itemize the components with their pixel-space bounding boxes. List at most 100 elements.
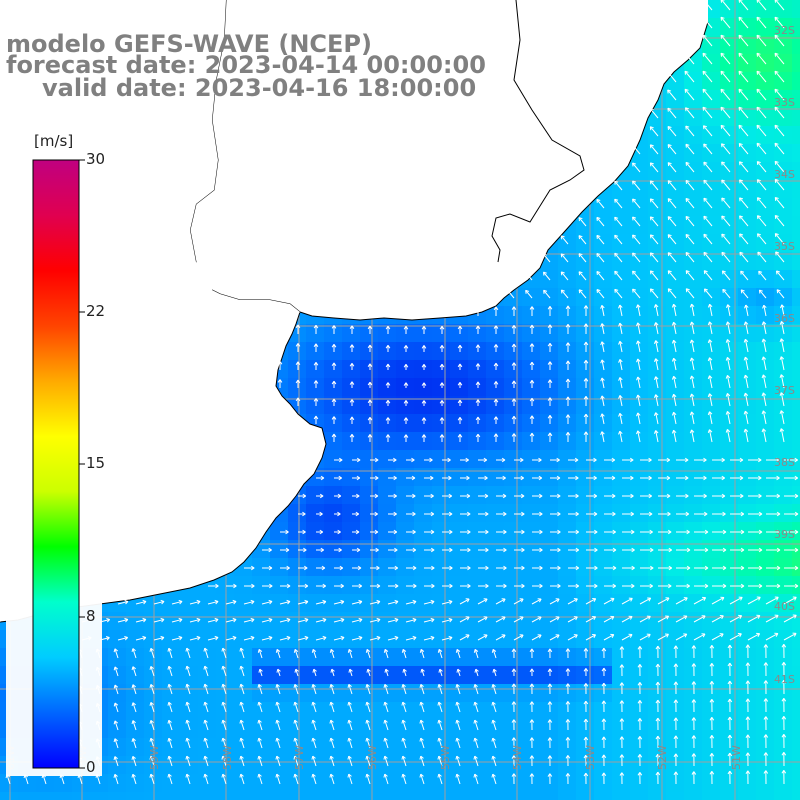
wind-vector	[761, 321, 767, 335]
wind-vector	[721, 143, 731, 155]
wind-vector	[618, 322, 623, 335]
wind-vector	[758, 289, 767, 299]
wind-vector	[774, 88, 785, 101]
wind-vector	[703, 270, 713, 281]
wind-vector	[761, 392, 767, 407]
wind-vector	[757, 251, 767, 263]
wind-vector	[349, 399, 355, 406]
wind-vector	[583, 323, 589, 334]
wind-vector	[685, 197, 695, 209]
wind-vector	[600, 377, 605, 389]
wind-vector	[702, 70, 713, 83]
wind-vector	[720, 88, 731, 101]
wind-vector	[702, 0, 713, 11]
wind-vector	[743, 356, 749, 371]
wind-vector	[653, 358, 659, 371]
wind-vector	[565, 396, 571, 406]
wind-vector	[632, 162, 641, 173]
wind-vector	[684, 70, 695, 83]
wind-vector	[457, 417, 463, 424]
wind-vector	[547, 361, 553, 370]
wind-vector	[762, 304, 767, 317]
wind-vector	[542, 253, 551, 263]
wind-vector	[756, 16, 767, 29]
wind-vector	[702, 125, 713, 137]
wind-vector	[636, 394, 641, 407]
wind-vector	[780, 304, 785, 317]
wind-vector	[600, 395, 605, 407]
wind-vector	[649, 252, 659, 263]
wind-vector	[689, 393, 695, 407]
wind-vector	[439, 363, 445, 370]
wind-vector	[720, 16, 731, 29]
wind-vector	[578, 235, 587, 245]
wind-vector	[313, 398, 319, 406]
wind-vector	[739, 197, 749, 209]
wind-vector	[560, 289, 569, 299]
wind-vector	[367, 363, 373, 370]
wind-vector	[403, 345, 409, 352]
wind-vector	[614, 234, 623, 245]
wind-vector	[685, 107, 695, 119]
wind-vector	[635, 304, 641, 317]
wind-vector	[738, 16, 749, 29]
wind-vector	[685, 252, 695, 263]
wind-vector	[493, 416, 499, 424]
wind-vector	[632, 144, 641, 155]
wind-vector	[738, 106, 749, 119]
wind-vector	[511, 380, 517, 388]
wind-vector	[725, 304, 731, 317]
wind-vector	[703, 251, 713, 263]
wind-vector	[331, 325, 337, 334]
wind-vector	[756, 34, 767, 47]
wind-vector	[707, 375, 713, 389]
wind-vector	[703, 197, 713, 209]
wind-vector	[475, 416, 481, 424]
wind-vector	[511, 343, 517, 352]
wind-vector	[475, 399, 481, 406]
wind-vector	[583, 378, 589, 388]
wind-vector	[685, 143, 695, 155]
wind-vector	[565, 305, 571, 316]
wind-vector	[618, 412, 623, 425]
wind-vector	[756, 179, 767, 191]
wind-vector	[596, 234, 605, 245]
wind-vector	[725, 375, 731, 389]
wind-vector	[649, 288, 659, 299]
wind-vector	[707, 339, 713, 353]
wind-vector	[667, 89, 677, 101]
wind-vector	[547, 397, 553, 406]
wind-vector	[649, 126, 659, 137]
wind-vector	[667, 234, 677, 245]
wind-vector	[367, 416, 373, 424]
colorbar-tick-8: 8	[86, 607, 96, 625]
wind-vector	[685, 270, 695, 281]
wind-vector	[649, 198, 659, 209]
wind-vector	[439, 400, 445, 406]
wind-vector	[756, 88, 767, 101]
wind-vector	[493, 306, 499, 316]
wind-vector	[313, 324, 319, 334]
colorbar-tick-22: 22	[86, 302, 106, 320]
wind-vector	[667, 180, 677, 191]
wind-vector	[774, 106, 785, 119]
wind-vector	[776, 289, 785, 299]
wind-vector	[761, 374, 767, 389]
wind-vector	[756, 124, 767, 137]
wind-vector	[720, 124, 731, 137]
wind-vector	[636, 412, 641, 425]
wind-vector	[721, 251, 731, 263]
wind-vector	[349, 325, 355, 334]
wind-vector	[596, 252, 605, 263]
wind-vector	[457, 363, 463, 370]
wind-vector	[721, 179, 731, 191]
wind-vector	[529, 324, 535, 334]
wind-vector	[703, 288, 713, 299]
wind-vector	[739, 179, 749, 191]
wind-vector	[543, 289, 551, 299]
wind-vector	[600, 323, 605, 335]
wind-vector	[671, 375, 677, 389]
wind-vector	[525, 289, 533, 299]
wind-vector	[511, 325, 517, 334]
